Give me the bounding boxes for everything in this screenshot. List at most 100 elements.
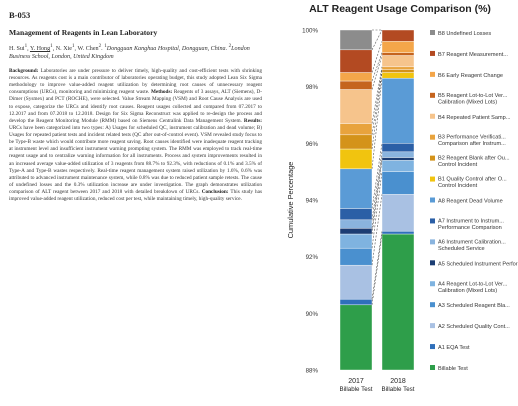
- legend-swatch: [430, 239, 435, 245]
- abstract-authors: H. Sui1, Y. Hong1, N. Xie1, W. Chen2. 1D…: [9, 43, 250, 61]
- abstract-id: B-053: [9, 10, 31, 20]
- abstract-title: Management of Reagents in Lean Laborator…: [9, 28, 158, 37]
- author-2-sup: 1: [50, 43, 53, 50]
- legend-label-line2: Calibration (Mixed Lots): [438, 99, 497, 105]
- bar-segment: [339, 134, 373, 150]
- author-presenting: Y. Hong: [29, 46, 51, 53]
- connector-line: [371, 69, 383, 135]
- connector-line: [371, 160, 383, 235]
- bar-segment: [339, 247, 373, 266]
- bar-segment: [381, 157, 415, 161]
- connector-line: [371, 143, 383, 209]
- author-4: , W. Chen: [74, 46, 99, 53]
- bar-segment: [381, 72, 415, 79]
- bar-segment: [339, 80, 373, 90]
- legend-label-line2: Control Incident: [438, 162, 478, 168]
- legend-label: A4 Reagent Lot-to-Lot Ver...: [438, 281, 508, 287]
- legend-label: A3 Scheduled Reagent Bla...: [438, 303, 510, 309]
- legend-label-line2: Control Incident: [438, 183, 478, 189]
- bar-segment: [339, 29, 373, 51]
- legend-swatch: [430, 113, 435, 119]
- connector-line: [371, 151, 383, 220]
- connector-line: [371, 78, 383, 169]
- bar-segment: [339, 298, 373, 306]
- legend-label-line2: Performance Comparison: [438, 225, 502, 231]
- legend-label-line2: Scheduled Service: [438, 246, 485, 252]
- legend-swatch: [430, 176, 435, 182]
- legend-label: B6 Early Reagent Change: [438, 73, 503, 79]
- connector-line: [371, 55, 383, 90]
- legend-label: A1 EQA Test: [438, 345, 470, 351]
- bar-segment: [339, 219, 373, 229]
- legend-swatch: [430, 155, 435, 161]
- bar-segment: [381, 52, 415, 56]
- legend-label: A5 Scheduled Instrument Performance Veri…: [438, 261, 518, 267]
- section-text-conclusion: This study has improved value-added reag…: [9, 189, 262, 203]
- legend-swatch: [430, 197, 435, 203]
- legend-label: A2 Scheduled Quality Cont...: [438, 324, 510, 330]
- bar-segment: [381, 66, 415, 70]
- x-tick-label: 2018: [390, 378, 406, 385]
- chart-title: ALT Reagent Usage Comparison (%): [309, 3, 491, 15]
- connector-line: [371, 171, 383, 249]
- connector-line: [371, 194, 383, 266]
- legend-label-line2: Comparison after Instrum...: [438, 141, 506, 147]
- bar-segment: [339, 49, 373, 73]
- section-label-conclusion: Conclusion:: [201, 189, 229, 196]
- bar-segment: [381, 77, 415, 144]
- legend-label-line2: Calibration (Mixed Lots): [438, 288, 497, 294]
- legend-swatch: [430, 365, 435, 370]
- legend-swatch: [430, 134, 435, 140]
- affiliation-1: Dongguan Kanghua Hospital, Dongguan, Chi…: [106, 46, 228, 53]
- bar-segment: [381, 171, 415, 195]
- legend-label: B4 Repeated Patient Samp...: [438, 115, 511, 121]
- bar-segment: [381, 233, 415, 371]
- x-tick-label: 2017: [348, 378, 364, 385]
- y-tick-label: 98%: [306, 84, 319, 91]
- bar-segment: [339, 304, 373, 371]
- section-text-results: URCs have been categorized into two type…: [9, 124, 262, 196]
- author-sep: ,: [27, 46, 30, 53]
- bar-segment: [339, 233, 373, 249]
- y-tick-label: 90%: [306, 311, 319, 318]
- connector-line: [371, 233, 383, 305]
- legend-swatch: [430, 260, 435, 266]
- section-label-results: Results:: [243, 117, 262, 124]
- y-tick-label: 88%: [306, 368, 319, 375]
- connector-line: [371, 72, 383, 150]
- x-tick-label: Billable Test: [340, 386, 373, 393]
- legend-label: A8 Reagent Dead Volume: [438, 199, 503, 205]
- chart-svg: Cumulative Percentage 88% 90% 92% 94% 96% 98% 1…: [286, 28, 518, 394]
- author-4-sup: 2: [98, 43, 102, 50]
- author-3: , N. Xie: [52, 46, 72, 53]
- abstract-body: Background: Laboratories are under press…: [9, 68, 262, 203]
- legend-swatch: [430, 92, 435, 98]
- legend-swatch: [430, 323, 435, 329]
- legend-swatch: [430, 30, 435, 35]
- legend-label: B8 Undefined Losses: [438, 31, 491, 37]
- bar-segment: [381, 160, 415, 172]
- connector-line: [371, 52, 383, 82]
- chart: ALT Reagent Usage Comparison (%) Cumulat…: [282, 0, 518, 401]
- affil-2-sup: 2: [228, 43, 232, 50]
- section-label-methods: Methods:: [150, 89, 173, 96]
- legend-swatch: [430, 302, 435, 308]
- legend-swatch: [430, 218, 435, 224]
- bar-segment: [381, 151, 415, 158]
- x-tick-label: Billable Test: [382, 386, 415, 393]
- legend-swatch: [430, 71, 435, 77]
- legend-label: B3 Performance Verificati...: [438, 135, 506, 141]
- bar-segment: [381, 29, 415, 42]
- connector-line: [371, 231, 383, 300]
- y-tick-label: 96%: [306, 141, 319, 148]
- author-3-sup: 1: [72, 43, 75, 50]
- author-1: H. Sui: [9, 46, 25, 53]
- bar-segment: [381, 143, 415, 153]
- y-tick-label: 94%: [306, 198, 319, 205]
- bar-segment: [339, 123, 373, 136]
- connector-line: [371, 66, 383, 124]
- connector-line: [371, 157, 383, 229]
- legend-label: B5 Reagent Lot-to-Lot Ver...: [438, 93, 508, 99]
- legend-label: B2 Reagent Blank after Ou...: [438, 156, 510, 162]
- bar-segment: [381, 41, 415, 53]
